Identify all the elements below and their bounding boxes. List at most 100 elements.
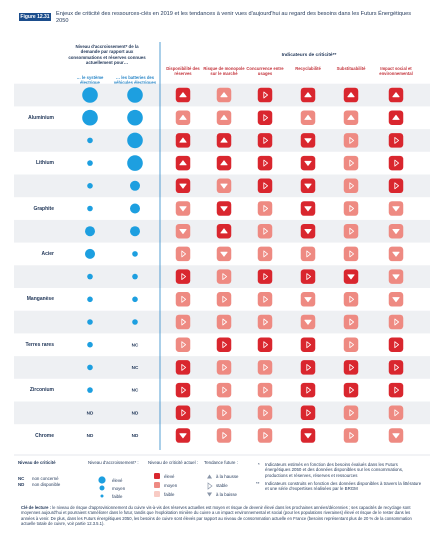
indicator-mark bbox=[300, 405, 316, 421]
trend-stable-icon bbox=[263, 159, 268, 167]
trend-stable-icon bbox=[222, 364, 227, 371]
trend-up-icon bbox=[392, 114, 400, 120]
indicator-mark bbox=[343, 382, 359, 398]
trend-down-icon bbox=[220, 251, 228, 257]
trend-down-icon bbox=[392, 206, 400, 212]
row-label: Acier bbox=[41, 250, 54, 257]
trend-down-icon bbox=[179, 229, 187, 234]
indicator-mark bbox=[257, 382, 273, 398]
trend-stable-icon bbox=[263, 386, 268, 394]
acc-system-mark bbox=[87, 319, 93, 325]
legend-crit-moyen: moyen bbox=[164, 483, 178, 488]
acc-system-mark bbox=[87, 296, 93, 303]
trend-stable-icon bbox=[394, 318, 399, 326]
trend-up-icon bbox=[220, 114, 228, 120]
trend-stable-icon bbox=[263, 295, 268, 303]
indicator-mark bbox=[175, 314, 191, 330]
trend-up-icon bbox=[179, 137, 187, 143]
figure-badge: Figure 12.31 bbox=[19, 13, 51, 21]
trend-up-icon bbox=[179, 160, 187, 166]
trend-up-icon bbox=[179, 92, 187, 98]
legend-tend-title: Tendance future : bbox=[204, 460, 238, 465]
acc-vehicle-mark bbox=[132, 251, 138, 257]
indicator-mark bbox=[257, 133, 273, 148]
indicator-mark bbox=[257, 87, 273, 103]
indicator-mark bbox=[300, 337, 316, 352]
trend-stable-icon bbox=[181, 409, 186, 417]
trend-up-icon bbox=[304, 114, 312, 120]
trend-down-icon bbox=[179, 433, 187, 439]
legend-acc-eleve-mark bbox=[98, 476, 106, 484]
indicator-mark bbox=[175, 382, 191, 398]
trend-down-icon bbox=[304, 433, 312, 439]
indicator-mark bbox=[343, 178, 359, 194]
acc-vehicle-mark bbox=[130, 180, 140, 191]
legend-crit-faible-mark bbox=[154, 491, 160, 497]
indicator-header-3: Recyclabilité bbox=[295, 66, 321, 71]
trend-stable-icon bbox=[394, 364, 399, 371]
row-label: Zirconium bbox=[29, 387, 54, 394]
indicator-mark bbox=[216, 337, 232, 352]
indicator-mark bbox=[257, 337, 273, 352]
trend-stable-icon bbox=[222, 341, 227, 349]
trend-down-icon bbox=[220, 206, 228, 212]
acc-system-mark bbox=[85, 226, 95, 237]
trend-stable-icon bbox=[263, 273, 268, 280]
trend-stable-icon bbox=[181, 364, 186, 371]
figure-title: Enjeux de criticité des ressources-clés … bbox=[56, 11, 412, 25]
acc-vehicle-mark bbox=[127, 87, 143, 103]
indicator-mark bbox=[175, 292, 191, 307]
trend-stable-icon bbox=[263, 91, 268, 99]
row-label: Terres rares bbox=[25, 341, 54, 348]
trend-down-icon bbox=[304, 206, 312, 212]
trend-stable-icon bbox=[394, 159, 399, 167]
row-label: Graphite bbox=[33, 205, 54, 212]
reading-key-label: Clé de lecture : bbox=[21, 505, 52, 510]
indicator-mark bbox=[388, 382, 404, 398]
trend-stable-icon bbox=[222, 295, 227, 303]
trend-down-icon bbox=[392, 433, 400, 439]
trend-stable-icon bbox=[394, 182, 399, 190]
trend-down-icon bbox=[220, 183, 228, 189]
trend-stable-icon bbox=[394, 137, 399, 144]
indicator-header-0: Disponibilité des réserves bbox=[166, 66, 200, 76]
acc-vehicle-mark-text: NC bbox=[132, 342, 139, 347]
indicator-mark bbox=[300, 269, 316, 284]
acc-vehicle-mark bbox=[132, 319, 138, 325]
acc-system-mark-text: ND bbox=[87, 433, 94, 438]
acc-vehicle-mark bbox=[132, 296, 138, 303]
indicator-header-1: Risque de monopole sur le marché bbox=[203, 66, 245, 76]
trend-stable-icon bbox=[263, 432, 268, 439]
indicator-mark bbox=[216, 428, 232, 443]
legend-acc-eleve: élevé bbox=[112, 478, 123, 483]
indicator-mark bbox=[388, 360, 404, 375]
reading-key-text: le niveau de risque d'approvisionnement … bbox=[21, 505, 412, 527]
trend-stable-icon bbox=[263, 364, 268, 371]
indicator-mark bbox=[388, 155, 404, 171]
indicator-mark bbox=[175, 360, 191, 375]
header-vehicules: … les batteries des véhicules électrique… bbox=[113, 75, 157, 85]
acc-system-mark bbox=[87, 364, 93, 371]
trend-stable-icon bbox=[222, 318, 227, 326]
acc-system-mark-text: ND bbox=[87, 410, 94, 415]
trend-stable-icon bbox=[263, 227, 268, 235]
indicator-mark bbox=[343, 155, 359, 171]
legend-crit-eleve: élevé bbox=[164, 474, 175, 479]
trend-stable-icon bbox=[349, 159, 354, 167]
legend-title: Niveau de criticité bbox=[18, 460, 56, 465]
trend-down-icon bbox=[179, 206, 187, 212]
legend-tend-baisse: à la baisse bbox=[216, 492, 237, 497]
indicator-mark bbox=[343, 337, 359, 352]
trend-down-icon bbox=[392, 297, 400, 303]
indicator-mark bbox=[257, 155, 273, 171]
indicator-mark bbox=[175, 405, 191, 421]
header-indicateurs: Indicateurs de criticité** bbox=[281, 53, 337, 58]
trend-stable-icon bbox=[349, 318, 354, 326]
trend-down-icon bbox=[304, 183, 312, 189]
trend-up-icon bbox=[220, 228, 228, 234]
trend-down-icon bbox=[392, 229, 400, 234]
indicator-mark bbox=[388, 178, 404, 194]
indicator-mark bbox=[257, 246, 273, 262]
trend-stable-icon bbox=[222, 273, 227, 280]
trend-down-icon bbox=[347, 274, 355, 280]
